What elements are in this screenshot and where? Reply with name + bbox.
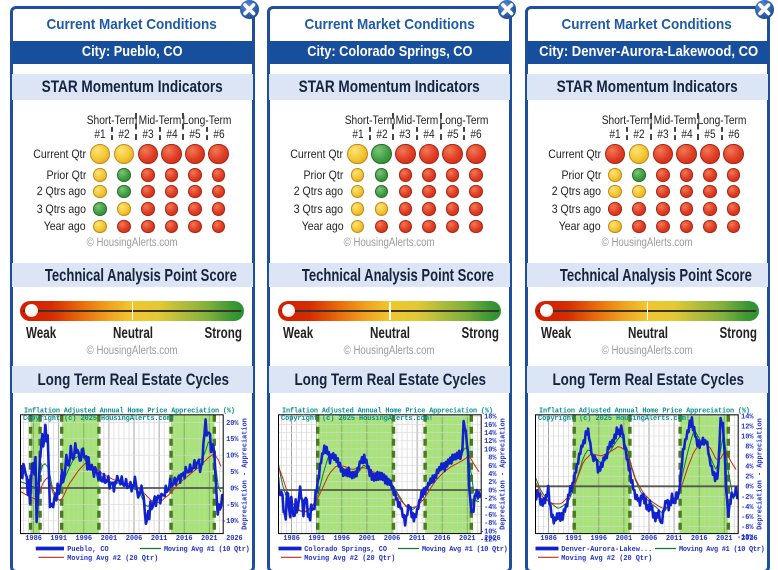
svg-text:6%: 6% — [488, 463, 497, 471]
svg-text:0%: 0% — [488, 487, 497, 495]
svg-text:6%: 6% — [745, 454, 754, 462]
svg-text:1996: 1996 — [76, 535, 93, 543]
svg-text:Inflation Adjusted Annual Home: Inflation Adjusted Annual Home Price App… — [282, 408, 493, 416]
svg-text:Moving Avg #2 (20 Qtr): Moving Avg #2 (20 Qtr) — [304, 555, 395, 563]
svg-text:-10%: -10% — [737, 534, 754, 542]
svg-text:1991: 1991 — [308, 535, 325, 543]
svg-text:2011: 2011 — [666, 535, 683, 543]
svg-text:20%: 20% — [226, 420, 239, 428]
svg-text:Inflation Adjusted Annual Home: Inflation Adjusted Annual Home Price App… — [539, 408, 750, 416]
svg-text:Denver-Aurora-Lakew...: Denver-Aurora-Lakew... — [561, 546, 652, 554]
svg-text:10%: 10% — [484, 446, 497, 454]
svg-text:2021: 2021 — [201, 535, 218, 543]
svg-text:2001: 2001 — [616, 535, 633, 543]
svg-text:2026: 2026 — [741, 535, 758, 543]
svg-text:1986: 1986 — [25, 535, 42, 543]
svg-text:2016: 2016 — [691, 535, 708, 543]
svg-text:2%: 2% — [488, 479, 497, 487]
svg-text:10%: 10% — [226, 453, 239, 461]
svg-text:12%: 12% — [484, 438, 497, 446]
svg-text:16%: 16% — [484, 422, 497, 430]
svg-text:1991: 1991 — [565, 535, 582, 543]
svg-text:5%: 5% — [230, 469, 239, 477]
svg-text:8%: 8% — [745, 444, 754, 452]
svg-text:-4%: -4% — [741, 504, 754, 512]
svg-text:4%: 4% — [488, 471, 497, 479]
svg-text:-10%: -10% — [479, 528, 496, 536]
svg-text:-8%: -8% — [484, 520, 497, 528]
svg-text:-4%: -4% — [484, 504, 497, 512]
svg-text:Copyright (c) 2025 HousingAler: Copyright (c) 2025 HousingAlerts.com! — [538, 415, 690, 423]
svg-text:4%: 4% — [745, 464, 754, 472]
svg-text:-5%: -5% — [226, 502, 239, 510]
svg-text:12%: 12% — [741, 423, 754, 431]
svg-text:Moving Avg #1 (10 Qtr): Moving Avg #1 (10 Qtr) — [422, 546, 508, 554]
svg-text:Copyright (c) 2025 HousingAler: Copyright (c) 2025 HousingAlerts.com! — [23, 415, 175, 423]
svg-text:Moving Avg #2 (20 Qtr): Moving Avg #2 (20 Qtr) — [67, 555, 158, 563]
svg-text:2016: 2016 — [433, 535, 450, 543]
svg-text:2026: 2026 — [226, 535, 243, 543]
svg-text:Depreciation - Appreciation: Depreciation - Appreciation — [499, 418, 507, 530]
svg-text:2011: 2011 — [408, 535, 425, 543]
svg-text:Depreciation - Appreciation: Depreciation - Appreciation — [242, 418, 250, 530]
svg-text:-6%: -6% — [741, 514, 754, 522]
svg-text:2%: 2% — [745, 474, 754, 482]
svg-text:1986: 1986 — [283, 535, 300, 543]
svg-text:0%: 0% — [745, 484, 754, 492]
svg-text:Colorado Springs, CO: Colorado Springs, CO — [304, 546, 387, 554]
svg-text:0%: 0% — [230, 485, 239, 493]
svg-text:18%: 18% — [484, 414, 497, 422]
svg-text:2001: 2001 — [101, 535, 118, 543]
svg-text:-2%: -2% — [741, 494, 754, 502]
svg-text:1996: 1996 — [333, 535, 350, 543]
svg-text:-2%: -2% — [484, 496, 497, 504]
svg-text:8%: 8% — [488, 455, 497, 463]
svg-text:-12%: -12% — [479, 537, 496, 545]
svg-text:-6%: -6% — [484, 512, 497, 520]
svg-text:14%: 14% — [484, 430, 497, 438]
svg-text:Depreciation - Appreciation: Depreciation - Appreciation — [757, 418, 765, 530]
svg-text:Moving Avg #1 (10 Qtr): Moving Avg #1 (10 Qtr) — [679, 546, 765, 554]
svg-text:15%: 15% — [226, 436, 239, 444]
svg-text:2001: 2001 — [358, 535, 375, 543]
svg-text:1986: 1986 — [540, 535, 557, 543]
svg-text:2011: 2011 — [151, 535, 168, 543]
svg-text:10%: 10% — [741, 433, 754, 441]
svg-text:Inflation Adjusted Annual Home: Inflation Adjusted Annual Home Price App… — [24, 408, 235, 416]
svg-text:2006: 2006 — [641, 535, 658, 543]
svg-text:14%: 14% — [741, 413, 754, 421]
svg-text:1991: 1991 — [50, 535, 67, 543]
svg-text:Pueblo, CO: Pueblo, CO — [67, 546, 108, 554]
svg-text:-8%: -8% — [741, 524, 754, 532]
svg-text:2006: 2006 — [383, 535, 400, 543]
svg-text:2006: 2006 — [126, 535, 143, 543]
svg-text:2021: 2021 — [459, 535, 476, 543]
svg-text:1996: 1996 — [591, 535, 608, 543]
svg-text:Copyright (c) 2025 HousingAler: Copyright (c) 2025 HousingAlerts.com! — [281, 415, 433, 423]
svg-text:2026: 2026 — [484, 535, 501, 543]
svg-text:Moving Avg #2 (20 Qtr): Moving Avg #2 (20 Qtr) — [561, 555, 652, 563]
svg-text:Moving Avg #1 (10 Qtr): Moving Avg #1 (10 Qtr) — [164, 546, 250, 554]
svg-text:2021: 2021 — [716, 535, 733, 543]
svg-text:-10%: -10% — [222, 518, 239, 526]
svg-text:2016: 2016 — [176, 535, 193, 543]
